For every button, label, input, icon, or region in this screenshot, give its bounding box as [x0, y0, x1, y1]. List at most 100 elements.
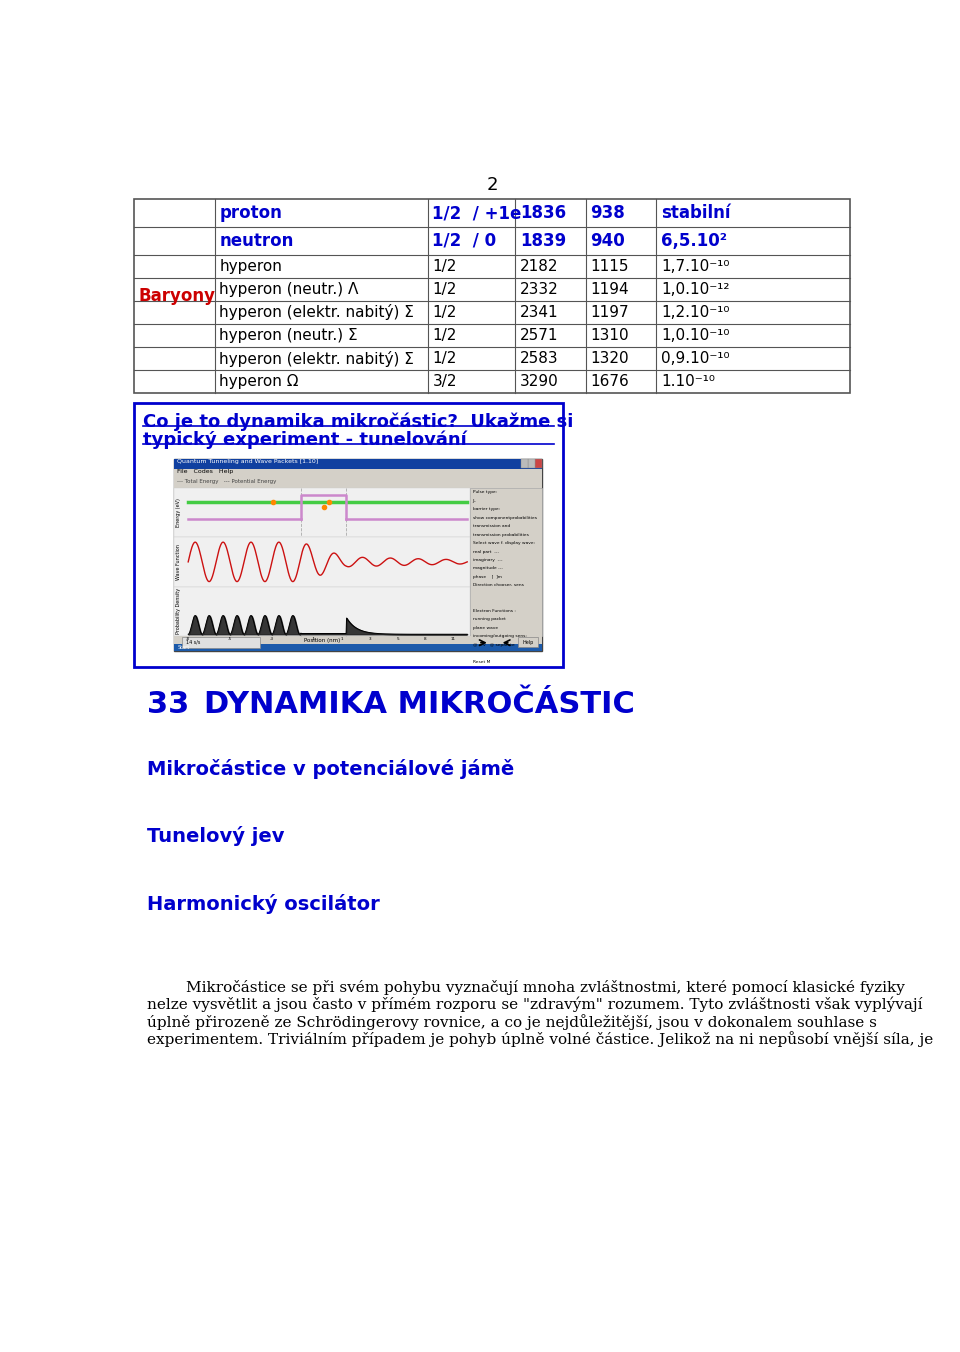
Text: File   Codes   Help: File Codes Help	[178, 469, 233, 475]
Text: hyperon (elektr. nabitý) Σ: hyperon (elektr. nabitý) Σ	[219, 304, 414, 320]
Text: 2182: 2182	[520, 258, 559, 273]
Text: experimentem. Triviálním případem je pohyb úplně volné částice. Jelikož na ni ne: experimentem. Triviálním případem je poh…	[147, 1030, 933, 1046]
Text: 1,0.10⁻¹²: 1,0.10⁻¹²	[660, 281, 730, 297]
Text: 2583: 2583	[520, 352, 559, 366]
Bar	[175, 469, 541, 477]
Text: 1/2  / +1e: 1/2 / +1e	[432, 204, 521, 222]
Text: DYNAMIKA MIKROČÁSTIC: DYNAMIKA MIKROČÁSTIC	[204, 690, 635, 719]
Text: 1310: 1310	[590, 329, 629, 343]
Text: Position (nm): Position (nm)	[304, 638, 341, 644]
Text: Baryony: Baryony	[138, 287, 216, 306]
Text: 2341: 2341	[520, 306, 559, 320]
Text: show componentprobabilities: show componentprobabilities	[472, 515, 537, 519]
Text: 1/2: 1/2	[432, 306, 457, 320]
Text: -8: -8	[186, 637, 190, 641]
Text: Probability Density: Probability Density	[176, 588, 180, 634]
Bar	[175, 635, 541, 652]
Text: 1839: 1839	[520, 231, 566, 250]
Bar	[175, 645, 541, 652]
Text: 1,7.10⁻¹⁰: 1,7.10⁻¹⁰	[660, 258, 730, 273]
Bar	[536, 460, 541, 468]
Text: 1.10⁻¹⁰: 1.10⁻¹⁰	[660, 375, 715, 389]
Text: proton: proton	[219, 204, 282, 222]
Text: Help: Help	[523, 639, 534, 645]
Text: 11: 11	[451, 637, 456, 641]
Bar	[134, 199, 850, 393]
Text: 938: 938	[590, 204, 625, 222]
Text: -5: -5	[228, 637, 232, 641]
Text: 1/2: 1/2	[432, 352, 457, 366]
Text: phase    [  ]m: phase [ ]m	[472, 575, 501, 579]
Text: 1,0.10⁻¹⁰: 1,0.10⁻¹⁰	[660, 329, 730, 343]
Text: 8: 8	[424, 637, 426, 641]
Text: real part  ---: real part ---	[472, 549, 499, 553]
Text: Electron Functions :: Electron Functions :	[472, 608, 516, 612]
Text: transmission probabilities: transmission probabilities	[472, 533, 529, 537]
Text: Direction chooser, sens: Direction chooser, sens	[472, 584, 523, 587]
Text: 1320: 1320	[590, 352, 629, 366]
Text: 1,2.10⁻¹⁰: 1,2.10⁻¹⁰	[660, 306, 730, 320]
Text: hyperon (neutr.) Λ: hyperon (neutr.) Λ	[219, 281, 359, 297]
Text: --- Total Energy   --- Potential Energy: --- Total Energy --- Potential Energy	[178, 479, 276, 484]
Text: 1115: 1115	[590, 258, 629, 273]
Text: 0,9.10⁻¹⁰: 0,9.10⁻¹⁰	[660, 352, 730, 366]
Text: neutron: neutron	[219, 231, 294, 250]
Bar	[175, 488, 470, 537]
Text: 3: 3	[369, 637, 371, 641]
Text: Co je to dynamika mikročástic?  Ukažme si: Co je to dynamika mikročástic? Ukažme si	[143, 412, 574, 431]
Text: -1: -1	[312, 637, 316, 641]
Text: incoming/outgoing sens:: incoming/outgoing sens:	[472, 634, 526, 638]
Text: hyperon: hyperon	[219, 258, 282, 273]
Text: Wave Function: Wave Function	[176, 544, 180, 580]
Text: 2571: 2571	[520, 329, 559, 343]
Text: plane wave: plane wave	[472, 626, 497, 630]
Text: 3/2: 3/2	[432, 375, 457, 389]
Bar	[175, 458, 541, 469]
Text: transmission and: transmission and	[472, 525, 510, 529]
Text: hyperon (neutr.) Σ: hyperon (neutr.) Σ	[219, 329, 358, 343]
Text: @ e/v   @ separate: @ e/v @ separate	[472, 642, 515, 646]
Text: 1676: 1676	[590, 375, 629, 389]
Text: Tunelový jev: Tunelový jev	[147, 826, 284, 846]
Bar	[175, 537, 470, 587]
Text: 2332: 2332	[520, 281, 559, 297]
Text: Quantum Tunneling and Wave Packets [1.10]: Quantum Tunneling and Wave Packets [1.10…	[177, 460, 318, 465]
Text: hyperon Ω: hyperon Ω	[219, 375, 299, 389]
Text: imaginary  ---: imaginary ---	[472, 558, 502, 562]
Text: 6,5.10²: 6,5.10²	[660, 231, 727, 250]
Text: Reset M: Reset M	[472, 660, 490, 664]
Text: Select wave f. display wave:: Select wave f. display wave:	[472, 541, 535, 545]
Bar	[182, 637, 259, 648]
Text: 1836: 1836	[520, 204, 566, 222]
Text: 1/2: 1/2	[432, 258, 457, 273]
Text: barrier type:: barrier type:	[472, 507, 500, 511]
Bar	[175, 477, 541, 488]
Text: 14 s/s: 14 s/s	[186, 639, 201, 645]
Text: úplně přirozeně ze Schrödingerovy rovnice, a co je nejdůležitější, jsou v dokona: úplně přirozeně ze Schrödingerovy rovnic…	[147, 1014, 877, 1030]
Text: 1197: 1197	[590, 306, 629, 320]
Text: Pulse type:: Pulse type:	[472, 491, 497, 495]
Text: 2: 2	[487, 176, 497, 195]
Text: 940: 940	[590, 231, 625, 250]
Text: Mikročástice se při svém pohybu vyznačují mnoha zvláštnostmi, které pomocí klasi: Mikročástice se při svém pohybu vyznačuj…	[147, 980, 905, 995]
Bar	[175, 587, 470, 635]
Text: 1/2: 1/2	[432, 329, 457, 343]
Text: 33: 33	[147, 690, 189, 719]
Text: running packet: running packet	[472, 618, 506, 622]
Bar	[175, 488, 470, 635]
Text: magnitude ---: magnitude ---	[472, 566, 503, 571]
Text: Energy (eV): Energy (eV)	[176, 498, 180, 527]
Text: JL: JL	[472, 499, 476, 503]
Text: Harmonický oscilátor: Harmonický oscilátor	[147, 894, 380, 914]
Text: 5: 5	[396, 637, 398, 641]
Text: 1/2: 1/2	[432, 281, 457, 297]
Text: 1/2  / 0: 1/2 / 0	[432, 231, 496, 250]
Bar	[518, 637, 538, 646]
Text: hyperon (elektr. nabitý) Σ: hyperon (elektr. nabitý) Σ	[219, 350, 414, 366]
Text: nelze vysvětlit a jsou často v přímém rozporu se "zdravým" rozumem. Tyto zvláštn: nelze vysvětlit a jsou často v přímém ro…	[147, 996, 923, 1013]
Text: 1194: 1194	[590, 281, 629, 297]
Text: stabilní: stabilní	[660, 204, 731, 222]
Text: Mikročástice v potenciálové jámě: Mikročástice v potenciálové jámě	[147, 758, 515, 779]
Bar	[134, 403, 564, 667]
Text: 3290: 3290	[520, 375, 559, 389]
